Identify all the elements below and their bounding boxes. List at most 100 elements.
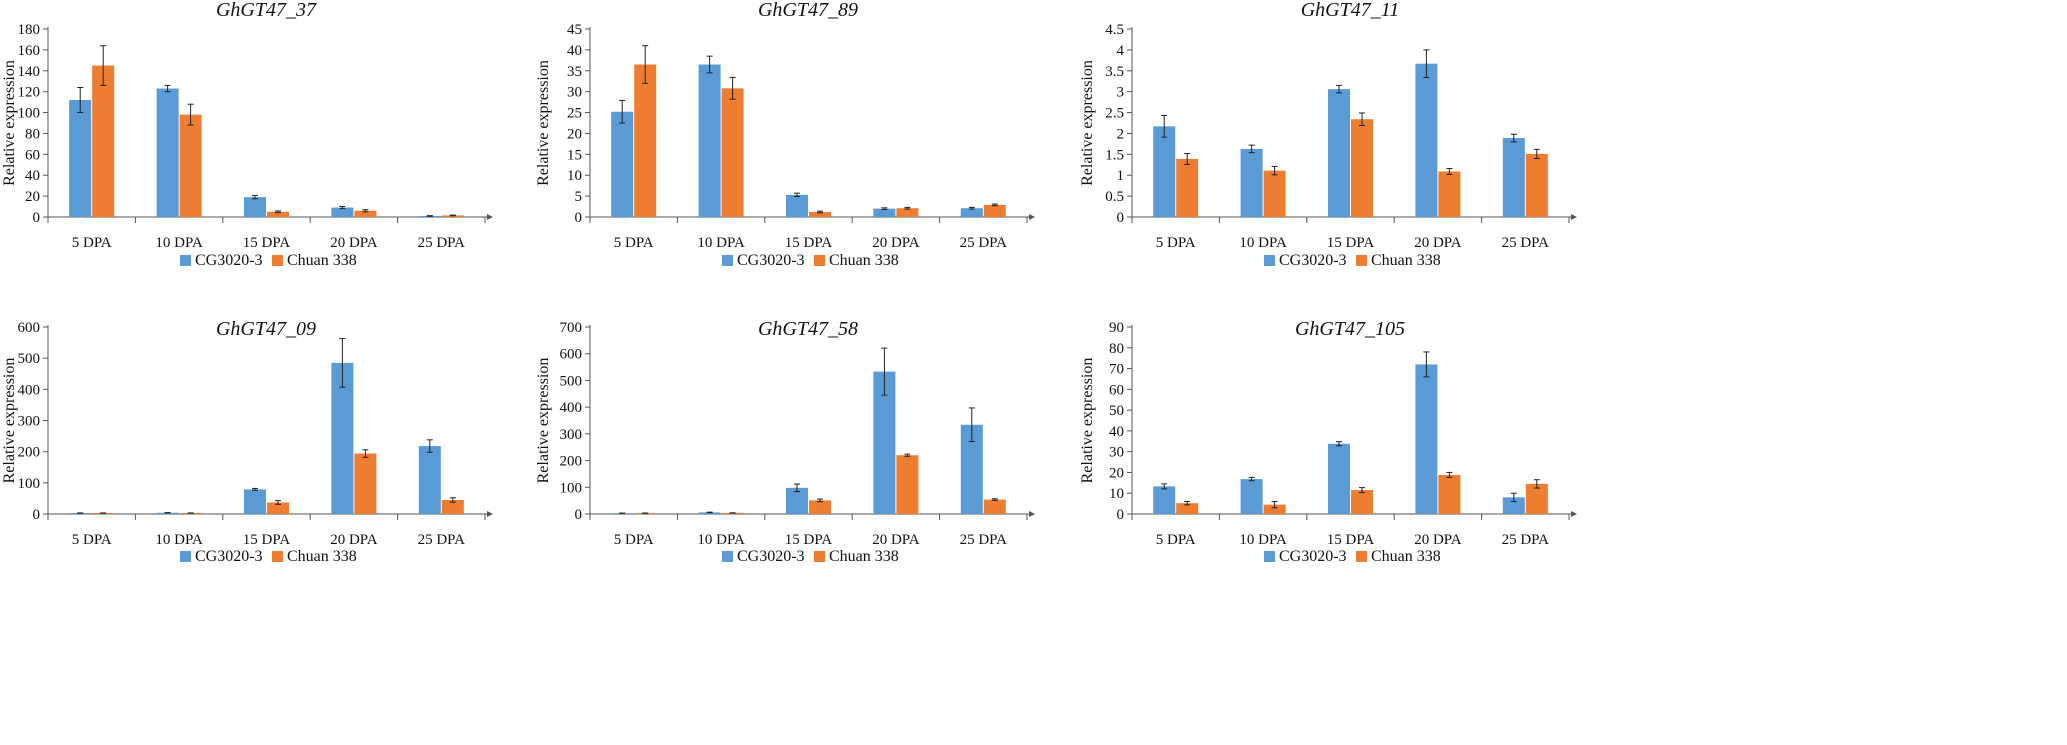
- bar: [1351, 119, 1373, 217]
- x-tick-label: 20 DPA: [1414, 235, 1462, 251]
- x-tick-label: 10 DPA: [697, 235, 745, 251]
- chart-1: GhGT47_37 Relative expression 0 20 40 60 80 100…: [1, 0, 493, 269]
- x-axis-arrow: [1571, 511, 1577, 517]
- bar: [441, 499, 464, 514]
- legend: CG3020-3 Chuan 338: [722, 252, 899, 269]
- y-tick-label: 20: [25, 189, 40, 205]
- y-tick-label: 80: [25, 126, 40, 142]
- bar: [1176, 158, 1199, 217]
- x-tick-label: 25 DPA: [1502, 532, 1550, 548]
- chart-title: GhGT47_11: [1301, 0, 1400, 21]
- bar: [721, 88, 744, 217]
- y-tick-label: 35: [567, 64, 582, 80]
- y-tick-label: 400: [560, 400, 583, 416]
- x-tick-label: 20 DPA: [330, 532, 378, 548]
- legend: CG3020-3 Chuan 338: [1264, 252, 1441, 269]
- bar: [786, 194, 808, 217]
- y-tick-label: 100: [18, 476, 41, 492]
- y-tick-label: 60: [1109, 382, 1124, 398]
- x-tick-label: 5 DPA: [614, 532, 654, 548]
- legend: CG3020-3 Chuan 338: [1264, 548, 1441, 565]
- y-tick-label: 0.5: [1105, 189, 1124, 205]
- legend-label: CG3020-3: [737, 252, 805, 269]
- bar: [698, 512, 721, 514]
- bar: [786, 487, 808, 514]
- y-tick-label: 300: [18, 414, 41, 430]
- bar: [354, 453, 377, 514]
- x-tick-label: 15 DPA: [785, 532, 833, 548]
- bar: [1176, 503, 1199, 514]
- x-axis-arrow: [1029, 214, 1035, 220]
- bar: [1263, 504, 1286, 514]
- y-tick-label: 4.5: [1105, 22, 1124, 38]
- y-axis-label: Relative expression: [1, 60, 18, 186]
- bar: [1328, 89, 1350, 217]
- bar: [896, 208, 919, 217]
- x-tick-label: 5 DPA: [614, 235, 654, 251]
- bar: [331, 362, 354, 514]
- y-tick-label: 1: [1117, 168, 1125, 184]
- y-tick-label: 10: [567, 168, 582, 184]
- x-tick-label: 20 DPA: [330, 235, 378, 251]
- chart-4: GhGT47_09 Relative expression 0 100 200 300 40…: [1, 318, 493, 565]
- y-tick-label: 2.5: [1105, 106, 1124, 122]
- y-tick-label: 3.5: [1105, 64, 1124, 80]
- y-tick-label: 600: [560, 347, 583, 363]
- x-axis-arrow: [487, 214, 493, 220]
- y-tick-label: 0: [33, 210, 41, 226]
- y-tick-label: 25: [567, 106, 582, 122]
- y-tick-label: 15: [567, 147, 582, 163]
- bar: [179, 114, 202, 217]
- x-tick-label: 10 DPA: [155, 532, 203, 548]
- y-tick-label: 0: [1117, 507, 1125, 523]
- x-tick-label: 15 DPA: [1327, 235, 1375, 251]
- bar: [1153, 126, 1176, 217]
- bar: [1240, 479, 1263, 514]
- x-tick-label: 10 DPA: [1239, 235, 1287, 251]
- bar: [331, 207, 354, 217]
- x-tick-label: 20 DPA: [872, 235, 920, 251]
- x-tick-label: 25 DPA: [960, 235, 1008, 251]
- bar: [418, 446, 441, 514]
- y-tick-label: 45: [567, 22, 582, 38]
- bar: [1153, 486, 1176, 514]
- bar: [354, 210, 377, 217]
- legend-label: CG3020-3: [1279, 548, 1347, 565]
- y-axis-label: Relative expression: [535, 358, 552, 484]
- bar: [1502, 138, 1525, 217]
- legend-swatch: [272, 255, 283, 266]
- legend-label: Chuan 338: [1371, 548, 1441, 565]
- chart-title: GhGT47_105: [1295, 318, 1405, 340]
- y-tick-label: 40: [25, 168, 40, 184]
- x-axis-arrow: [1029, 511, 1035, 517]
- chart-3: GhGT47_11 Relative expression 0 0.5 1 1.5 2 2.5…: [1079, 0, 1577, 269]
- bar: [1328, 443, 1350, 514]
- y-tick-label: 200: [18, 445, 41, 461]
- bar: [809, 500, 831, 514]
- bar: [156, 88, 179, 218]
- y-axis-label: Relative expression: [1079, 358, 1096, 484]
- y-tick-label: 90: [1109, 320, 1124, 336]
- legend-label: CG3020-3: [195, 252, 263, 269]
- bar: [873, 371, 896, 514]
- bar: [267, 502, 289, 514]
- legend: CG3020-3 Chuan 338: [180, 252, 357, 269]
- legend: CG3020-3 Chuan 338: [722, 548, 899, 565]
- bar: [1438, 474, 1461, 514]
- legend: CG3020-3 Chuan 338: [180, 548, 357, 565]
- y-tick-label: 0: [575, 210, 583, 226]
- y-tick-label: 200: [560, 454, 583, 470]
- bar: [1351, 490, 1373, 514]
- bar: [1525, 483, 1548, 514]
- x-tick-label: 5 DPA: [1156, 532, 1196, 548]
- legend-swatch: [180, 255, 191, 266]
- bar: [1240, 148, 1263, 217]
- y-tick-label: 30: [567, 85, 582, 101]
- legend-swatch: [1264, 255, 1275, 266]
- bar: [896, 455, 919, 514]
- x-tick-label: 10 DPA: [1239, 532, 1287, 548]
- y-tick-label: 0: [575, 507, 583, 523]
- x-tick-label: 15 DPA: [1327, 532, 1375, 548]
- legend-label: CG3020-3: [1279, 252, 1347, 269]
- y-tick-label: 10: [1109, 486, 1124, 502]
